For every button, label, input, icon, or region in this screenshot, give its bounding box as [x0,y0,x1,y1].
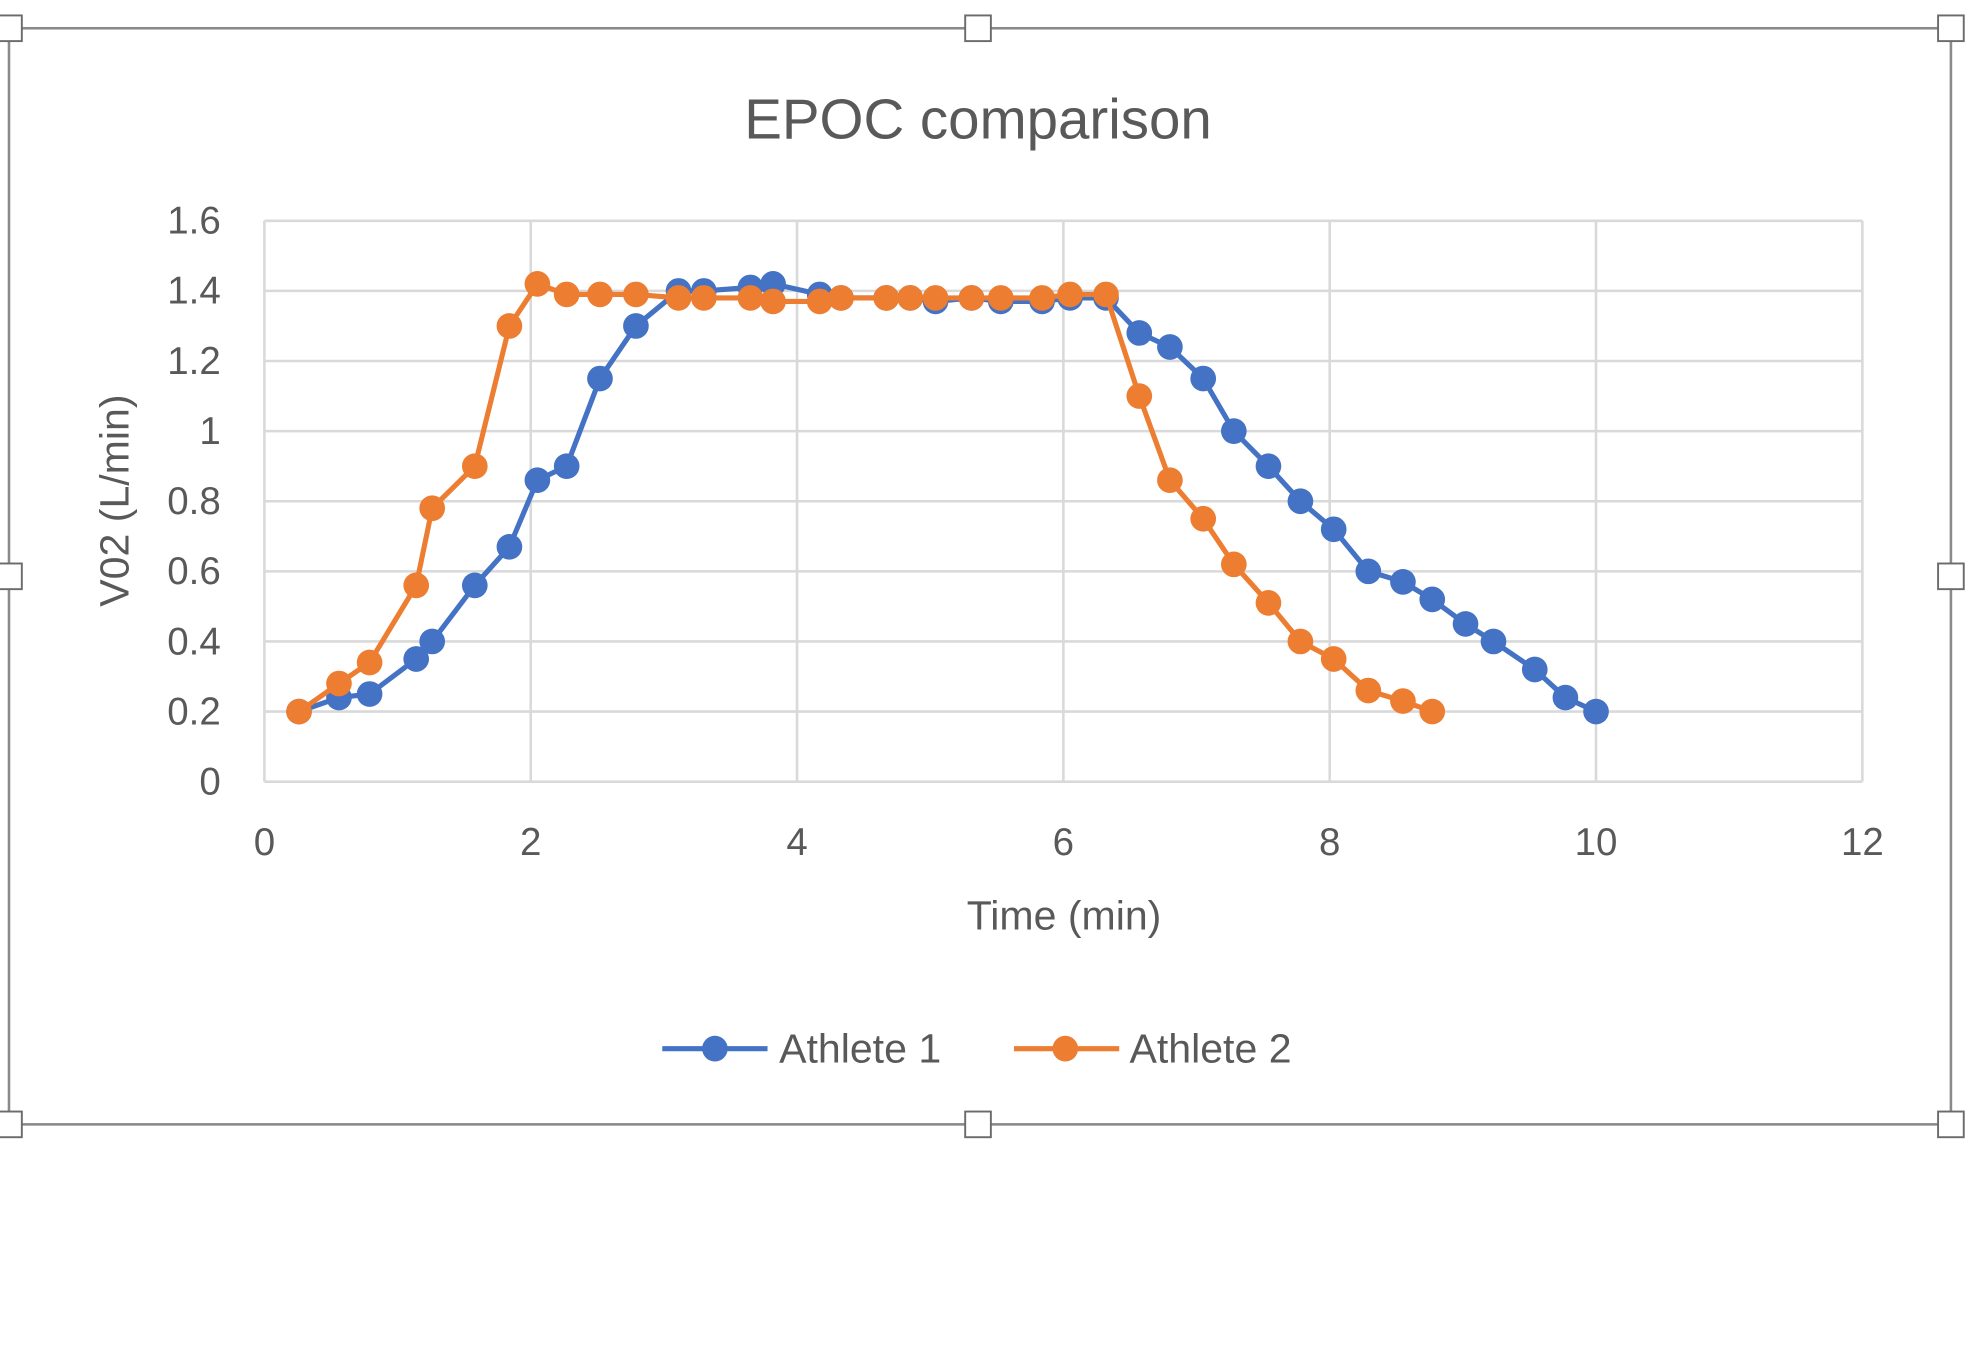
data-point [873,285,900,311]
data-point [1419,586,1446,613]
resize-handle[interactable] [1937,562,1965,591]
data-point [403,572,430,599]
data-point [1057,281,1083,308]
data-point [553,453,580,480]
x-tick-label: 12 [1841,821,1884,864]
data-point [1452,611,1479,637]
series-athlete-2 [286,271,1446,725]
data-point [1190,505,1217,532]
legend: Athlete 1 Athlete 2 [662,1026,1292,1072]
resize-handle[interactable] [1937,14,1965,43]
data-point [987,285,1014,311]
data-point [958,285,985,311]
resize-handle[interactable] [964,1110,992,1139]
x-tick-label: 8 [1319,821,1340,864]
data-point [1126,383,1153,409]
legend-label-athlete-2: Athlete 2 [1129,1026,1291,1072]
x-tick-label: 10 [1575,821,1618,864]
y-tick-label: 0.8 [167,480,221,523]
data-point [623,281,649,308]
data-point [665,285,692,311]
chart-frame[interactable] [7,26,1953,1126]
data-point [1287,628,1314,655]
data-point [897,285,924,311]
data-point [587,281,613,308]
data-point [1355,677,1382,704]
data-point [356,681,383,707]
data-point [1390,688,1416,714]
data-point [524,271,551,297]
y-tick-label: 0.4 [167,620,221,663]
data-point [1552,684,1579,711]
y-axis-title: V02 (L/min) [91,394,137,606]
data-point [1157,334,1183,360]
data-point [1220,551,1247,578]
data-point [1480,628,1507,655]
resize-handle[interactable] [0,14,23,43]
y-tick-label: 1 [199,410,220,453]
data-point [1287,488,1314,515]
data-point [403,646,430,672]
data-point [1190,365,1217,392]
data-point [1419,698,1446,725]
data-point [1157,467,1183,494]
legend-label-athlete-1: Athlete 1 [779,1026,941,1072]
x-tick-label: 0 [254,821,275,864]
data-point [419,495,446,522]
resize-handle[interactable] [964,14,992,43]
data-point [806,288,833,315]
data-point [1320,646,1347,672]
data-point [1320,516,1347,543]
data-point [1521,656,1548,683]
chart-title: EPOC comparison [744,88,1212,151]
x-tick-label: 2 [520,821,541,864]
data-point [1126,320,1153,346]
x-tick-label: 4 [786,821,807,864]
data-point [496,313,523,339]
data-point [419,628,446,655]
data-point [553,281,580,308]
data-point [828,285,854,311]
data-point [524,467,551,494]
data-point [286,698,312,725]
data-point [1255,453,1282,480]
data-point [1220,418,1247,444]
data-point [587,365,613,392]
y-tick-label: 1.2 [167,340,221,383]
data-point [1355,558,1382,585]
data-point [461,453,488,480]
data-point [356,649,383,676]
data-point [1029,285,1055,311]
resize-handle[interactable] [0,562,23,591]
y-tick-label: 0.2 [167,690,221,733]
resize-handle[interactable] [0,1110,23,1139]
data-point [326,670,352,697]
data-point [1390,569,1416,595]
data-point [691,285,717,311]
legend-marker-athlete-1 [702,1035,728,1062]
y-tick-label: 0 [199,761,220,804]
data-point [737,285,764,311]
x-tick-label: 6 [1053,821,1074,864]
data-point [461,572,488,599]
data-point [496,533,523,560]
data-point [623,313,649,339]
x-axis-title: Time (min) [967,892,1162,938]
data-point [760,288,786,315]
data-point [1255,590,1282,616]
data-point [1093,281,1119,308]
y-tick-label: 1.4 [167,270,221,313]
resize-handle[interactable] [1937,1110,1965,1139]
data-point [922,285,949,311]
y-tick-label: 1.6 [167,200,221,243]
y-tick-label: 0.6 [167,550,221,593]
data-point [1583,698,1609,725]
legend-marker-athlete-2 [1052,1035,1079,1062]
